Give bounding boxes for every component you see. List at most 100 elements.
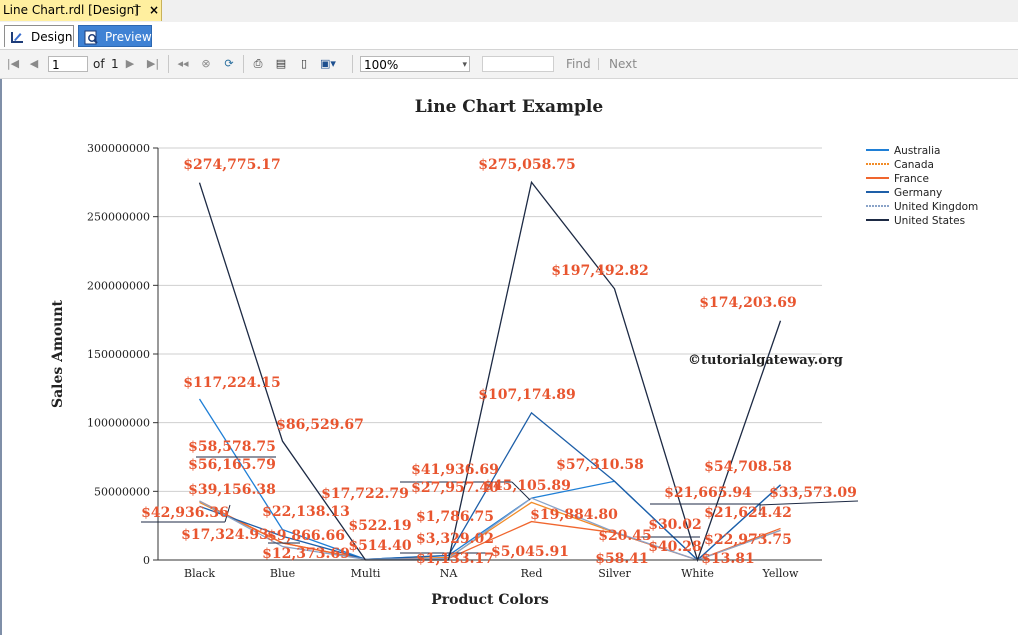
print-layout-icon[interactable]: ▤ (275, 57, 287, 70)
x-tick-label: NA (440, 567, 459, 580)
x-tick-label: Red (521, 567, 543, 580)
y-tick-label: 100000000 (87, 417, 150, 430)
total-pages: 1 (111, 57, 119, 71)
watermark: ©tutorialgateway.org (688, 353, 843, 368)
data-label: $12,373.69 (262, 546, 350, 562)
data-label: $275,058.75 (478, 157, 575, 173)
report-toolbar: |◀ ◀ 1 of 1 ▶ ▶| ◂◂ ⊗ ⟳ ⎙ ▤ ▯ ▣▾ 100% ▾ … (0, 50, 1018, 79)
export-icon[interactable]: ▣▾ (320, 57, 336, 70)
refresh-icon[interactable]: ⟳ (224, 57, 234, 70)
find-link[interactable]: Find (566, 57, 591, 71)
of-label: of (93, 57, 105, 71)
toolbar-separator (352, 55, 353, 73)
page-number-input[interactable]: 1 (48, 56, 88, 72)
y-tick-label: 250000000 (87, 211, 150, 224)
mode-bar: Design Preview (0, 22, 1018, 50)
label-leader-line (759, 500, 859, 506)
pin-icon[interactable]: ⊤ (132, 4, 142, 17)
data-label: $40.28 (648, 539, 702, 555)
prev-page-icon[interactable]: ◀ (29, 57, 39, 70)
design-icon (11, 32, 23, 43)
data-label: $1,133.17 (416, 551, 494, 567)
tab-preview-label: Preview (105, 30, 152, 44)
data-label: $33,573.09 (769, 485, 857, 501)
data-label: $22,973.75 (704, 532, 792, 548)
data-label: $21,624.42 (704, 505, 792, 521)
data-label: $17,324.93 (181, 527, 269, 543)
y-axis-label: Sales Amount (50, 299, 66, 408)
data-label: $3,329.02 (416, 531, 494, 547)
report-canvas (0, 79, 1018, 635)
data-label: $56,165.79 (188, 457, 276, 473)
data-label: $21,665.94 (664, 485, 752, 501)
data-label: $1,786.75 (416, 509, 494, 525)
last-page-icon[interactable]: ▶| (146, 57, 160, 70)
toolbar-separator (243, 55, 244, 73)
data-label: $274,775.17 (183, 157, 280, 173)
x-tick-label: White (681, 567, 714, 580)
data-label: $197,492.82 (551, 263, 648, 279)
legend-label: United States (894, 215, 965, 227)
data-label: $27,957.40 (411, 480, 499, 496)
zoom-value: 100% (364, 58, 399, 72)
series-line-united-kingdom (199, 497, 781, 561)
legend-label: Australia (894, 145, 940, 157)
x-tick-label: Silver (598, 567, 631, 580)
stop-icon[interactable]: ⊗ (201, 57, 211, 70)
series-line-united-states (198, 180, 782, 563)
data-label: $54,708.58 (704, 459, 792, 475)
preview-icon (84, 30, 98, 45)
y-tick-label: 300000000 (87, 142, 150, 155)
next-link[interactable]: Next (609, 57, 637, 71)
x-tick-label: Yellow (762, 567, 799, 580)
data-label: $5,045.91 (491, 544, 569, 560)
data-label: $117,224.15 (183, 375, 280, 391)
data-label: $45,105.89 (483, 478, 571, 494)
data-label: $41,936.69 (411, 462, 499, 478)
data-label: $522.19 (348, 518, 411, 534)
tab-preview[interactable]: Preview (78, 25, 152, 47)
legend-label: Canada (894, 159, 934, 171)
data-label: $20.45 (598, 528, 652, 544)
x-tick-label: Multi (351, 567, 381, 580)
data-label: $19,884.80 (530, 507, 618, 523)
chart-title: Line Chart Example (414, 97, 604, 117)
label-leader-line (511, 481, 531, 501)
tab-design[interactable]: Design (4, 25, 74, 47)
data-label: $174,203.69 (699, 295, 796, 311)
back-icon[interactable]: ◂◂ (177, 57, 189, 70)
page-setup-icon[interactable]: ▯ (300, 57, 308, 70)
document-tab-title: Line Chart.rdl [Design] (3, 3, 139, 17)
legend-label: United Kingdom (894, 201, 978, 213)
x-axis-label: Product Colors (431, 592, 549, 608)
data-label: $58.41 (595, 551, 649, 567)
zoom-select[interactable]: 100% ▾ (360, 56, 470, 72)
data-label: $107,174.89 (478, 387, 575, 403)
y-tick-label: 0 (143, 554, 150, 567)
print-icon[interactable]: ⎙ (253, 57, 263, 70)
find-input[interactable] (482, 56, 554, 72)
data-label: $57,310.58 (556, 457, 644, 473)
legend-label: Germany (894, 187, 942, 199)
data-label: $42,936.36 (141, 505, 229, 521)
y-tick-label: 200000000 (87, 279, 150, 292)
x-tick-label: Black (184, 567, 215, 580)
data-label: $30.02 (648, 517, 702, 533)
legend-label: France (894, 173, 929, 185)
data-label: $22,138.13 (262, 504, 350, 520)
first-page-icon[interactable]: |◀ (6, 57, 20, 70)
y-tick-label: 150000000 (87, 348, 150, 361)
data-label: $13.81 (701, 551, 755, 567)
document-tab[interactable]: Line Chart.rdl [Design] ⊤ × (0, 0, 162, 21)
y-tick-label: 50000000 (94, 485, 150, 498)
series-line-germany (199, 411, 781, 561)
data-label: $86,529.67 (276, 417, 364, 433)
close-icon[interactable]: × (149, 3, 160, 17)
toolbar-separator (598, 58, 599, 70)
chevron-down-icon: ▾ (462, 60, 467, 70)
data-label: $17,722.79 (321, 486, 409, 502)
next-page-icon[interactable]: ▶ (125, 57, 135, 70)
toolbar-separator (168, 55, 169, 73)
x-tick-label: Blue (270, 567, 295, 580)
